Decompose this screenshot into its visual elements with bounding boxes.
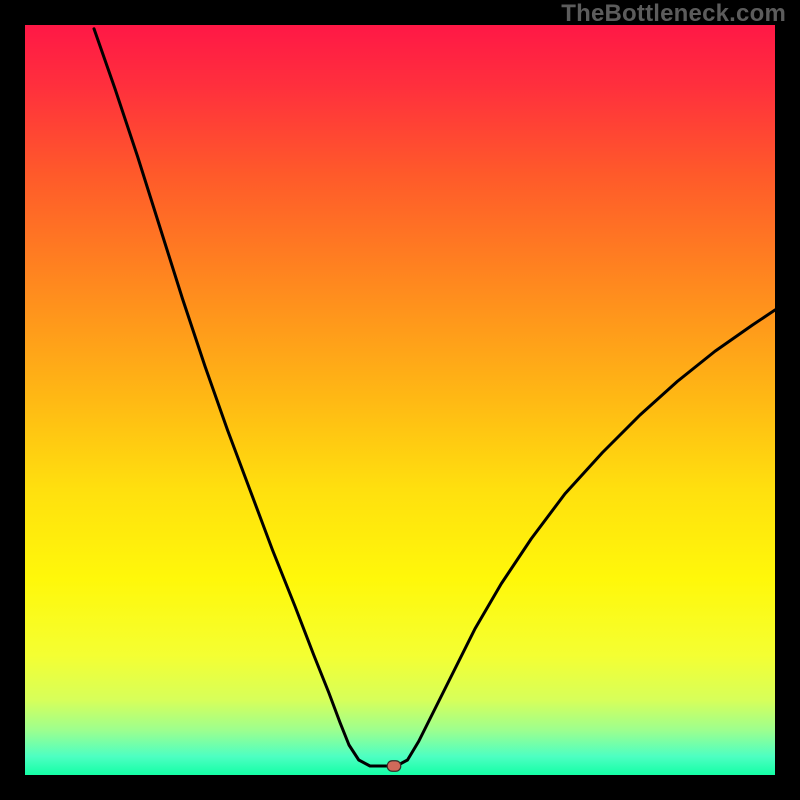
watermark-text: TheBottleneck.com	[561, 0, 786, 28]
bottleneck-chart	[25, 25, 775, 775]
chart-frame: TheBottleneck.com	[0, 0, 800, 800]
chart-svg	[25, 25, 775, 775]
optimum-marker	[387, 761, 401, 772]
gradient-background	[25, 25, 775, 775]
